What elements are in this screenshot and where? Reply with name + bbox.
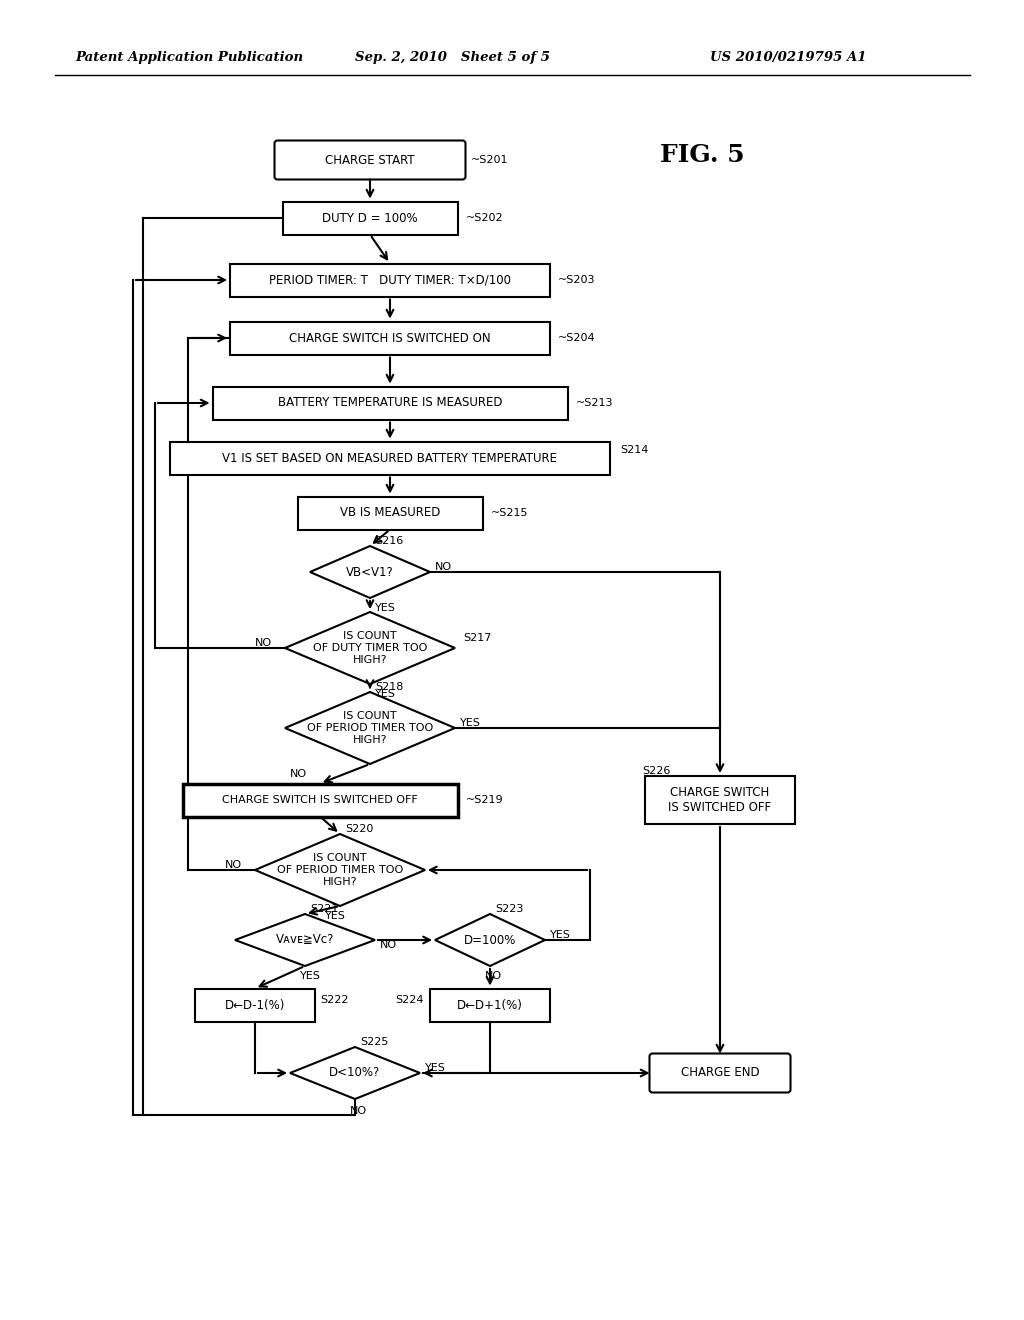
Text: CHARGE START: CHARGE START	[326, 153, 415, 166]
Polygon shape	[290, 1047, 420, 1100]
Text: YES: YES	[425, 1063, 445, 1073]
Text: CHARGE SWITCH
IS SWITCHED OFF: CHARGE SWITCH IS SWITCHED OFF	[669, 785, 771, 814]
Text: ~S215: ~S215	[490, 508, 528, 517]
Text: S226: S226	[642, 766, 671, 776]
Text: D<10%?: D<10%?	[330, 1067, 381, 1080]
Text: YES: YES	[300, 972, 321, 981]
Text: CHARGE SWITCH IS SWITCHED OFF: CHARGE SWITCH IS SWITCHED OFF	[222, 795, 418, 805]
Text: YES: YES	[375, 603, 396, 612]
Bar	[195, 989, 315, 1022]
Text: ~S202: ~S202	[466, 213, 503, 223]
Text: S220: S220	[345, 824, 374, 834]
FancyBboxPatch shape	[649, 1053, 791, 1093]
Text: BATTERY TEMPERATURE IS MEASURED: BATTERY TEMPERATURE IS MEASURED	[278, 396, 502, 409]
Text: S218: S218	[375, 682, 403, 692]
Text: Vᴀᴠᴇ≧Vᴄ?: Vᴀᴠᴇ≧Vᴄ?	[275, 933, 334, 946]
Text: Patent Application Publication: Patent Application Publication	[75, 51, 303, 65]
Text: YES: YES	[325, 911, 346, 921]
Bar	[182, 784, 458, 817]
Text: ~S204: ~S204	[558, 333, 596, 343]
Polygon shape	[285, 612, 455, 684]
Text: S225: S225	[360, 1038, 388, 1047]
Text: DUTY D = 100%: DUTY D = 100%	[323, 211, 418, 224]
Text: S224: S224	[395, 995, 424, 1005]
Text: IS COUNT
OF PERIOD TIMER TOO
HIGH?: IS COUNT OF PERIOD TIMER TOO HIGH?	[276, 854, 403, 887]
Bar	[230, 322, 550, 355]
Text: D←D-1(%): D←D-1(%)	[225, 998, 286, 1011]
Polygon shape	[310, 546, 430, 598]
Text: NO: NO	[225, 861, 242, 870]
Text: IS COUNT
OF PERIOD TIMER TOO
HIGH?: IS COUNT OF PERIOD TIMER TOO HIGH?	[307, 711, 433, 744]
Bar	[230, 264, 550, 297]
Text: PERIOD TIMER: T   DUTY TIMER: T×D/100: PERIOD TIMER: T DUTY TIMER: T×D/100	[269, 273, 511, 286]
Text: S217: S217	[463, 634, 492, 643]
FancyBboxPatch shape	[274, 140, 466, 180]
Text: US 2010/0219795 A1: US 2010/0219795 A1	[710, 51, 866, 65]
Text: S216: S216	[375, 536, 403, 546]
Text: YES: YES	[375, 689, 396, 700]
Text: FIG. 5: FIG. 5	[660, 143, 744, 168]
Text: VB<V1?: VB<V1?	[346, 565, 394, 578]
Text: ~S213: ~S213	[575, 399, 613, 408]
Bar	[283, 202, 458, 235]
Text: ~S201: ~S201	[470, 154, 508, 165]
Polygon shape	[234, 913, 375, 966]
Text: CHARGE END: CHARGE END	[681, 1067, 760, 1080]
Text: VB IS MEASURED: VB IS MEASURED	[340, 507, 440, 520]
Bar	[645, 776, 795, 824]
Text: D=100%: D=100%	[464, 933, 516, 946]
Text: S221: S221	[310, 904, 338, 913]
Text: YES: YES	[460, 718, 481, 729]
Text: IS COUNT
OF DUTY TIMER TOO
HIGH?: IS COUNT OF DUTY TIMER TOO HIGH?	[312, 631, 427, 664]
Text: Sep. 2, 2010   Sheet 5 of 5: Sep. 2, 2010 Sheet 5 of 5	[355, 51, 550, 65]
Text: NO: NO	[350, 1106, 368, 1115]
Text: S214: S214	[620, 445, 648, 455]
Text: NO: NO	[435, 562, 453, 572]
Text: NO: NO	[380, 940, 397, 950]
Bar	[170, 441, 610, 474]
Bar	[213, 387, 567, 420]
Text: YES: YES	[550, 931, 570, 940]
Text: ~S203: ~S203	[558, 275, 596, 285]
Bar	[298, 496, 482, 529]
Polygon shape	[435, 913, 545, 966]
Text: S223: S223	[495, 904, 523, 913]
Text: D←D+1(%): D←D+1(%)	[457, 998, 523, 1011]
Text: NO: NO	[485, 972, 502, 981]
Text: NO: NO	[255, 638, 272, 648]
Polygon shape	[255, 834, 425, 906]
Text: V1 IS SET BASED ON MEASURED BATTERY TEMPERATURE: V1 IS SET BASED ON MEASURED BATTERY TEMP…	[222, 451, 557, 465]
Text: CHARGE SWITCH IS SWITCHED ON: CHARGE SWITCH IS SWITCHED ON	[289, 331, 490, 345]
Text: NO: NO	[290, 770, 307, 779]
Polygon shape	[285, 692, 455, 764]
Text: ~S219: ~S219	[466, 795, 503, 805]
Text: S222: S222	[319, 995, 348, 1005]
Bar	[430, 989, 550, 1022]
